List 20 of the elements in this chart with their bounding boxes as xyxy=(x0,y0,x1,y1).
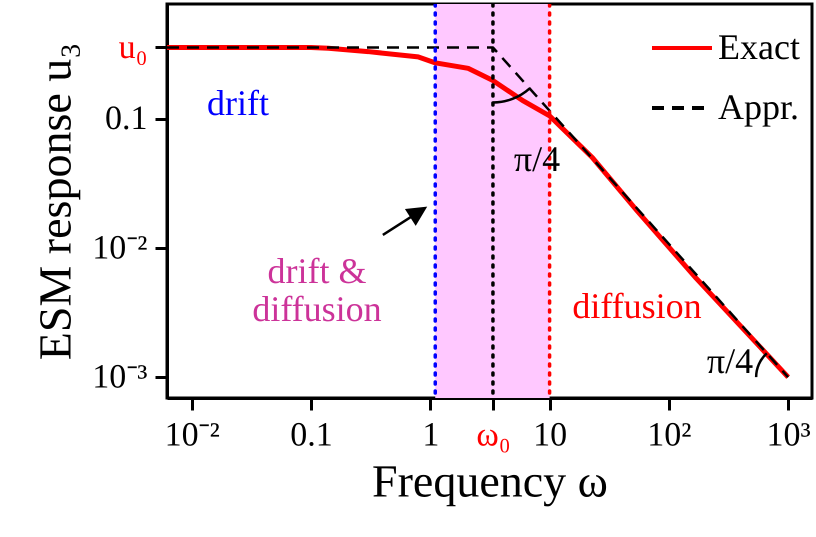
x-tick-label: 10⁻² xyxy=(164,416,220,454)
y-tick-label: u₀ xyxy=(118,28,148,66)
y-tick-label: 10⁻³ xyxy=(92,358,148,396)
x-tick-label: 10 xyxy=(533,416,568,454)
x-tick-label: 10² xyxy=(647,416,692,454)
x-axis-title: Frequency ω xyxy=(372,456,608,506)
x-tick-label: ω₀ xyxy=(476,416,511,454)
x-tick-label: 10³ xyxy=(766,416,811,454)
legend-label: Appr. xyxy=(718,87,799,127)
annotation: diffusion xyxy=(572,286,702,326)
annotation: π/4 xyxy=(514,139,560,179)
y-tick-label: 10⁻² xyxy=(92,229,148,266)
x-tick-label: 1 xyxy=(422,416,440,454)
annotation: drift & diffusion xyxy=(252,251,382,329)
legend-label: Exact xyxy=(718,27,800,67)
x-tick-label: 0.1 xyxy=(290,416,333,454)
y-tick-label: 0.1 xyxy=(105,100,148,138)
y-axis-title: ESM response u₃ xyxy=(29,42,80,360)
annotation: drift xyxy=(207,83,269,123)
annotation: π/4 xyxy=(706,341,754,381)
